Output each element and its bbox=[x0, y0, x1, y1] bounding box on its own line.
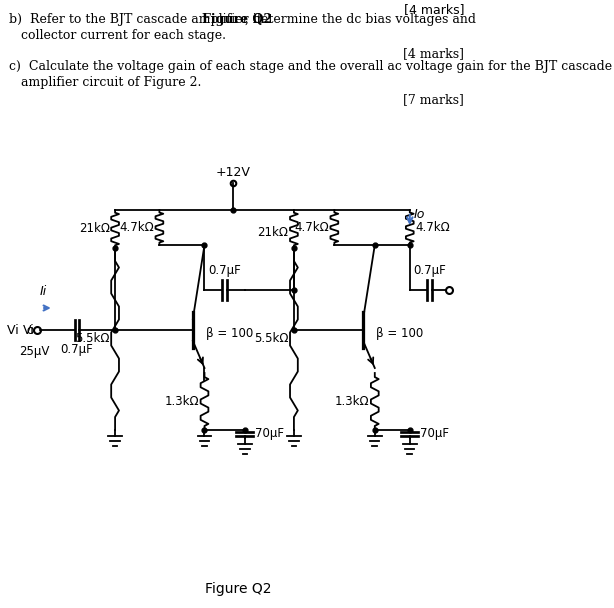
Text: b)  Refer to the BJT cascade amplifier in: b) Refer to the BJT cascade amplifier in bbox=[9, 13, 269, 26]
Text: 21kΩ: 21kΩ bbox=[257, 226, 289, 238]
Text: 4.7kΩ: 4.7kΩ bbox=[415, 221, 450, 234]
Text: 70μF: 70μF bbox=[420, 427, 449, 441]
Text: Vi  o: Vi o bbox=[7, 323, 34, 336]
Text: 25μV: 25μV bbox=[19, 345, 49, 358]
Text: +12V: +12V bbox=[216, 166, 251, 179]
Text: 1.3kΩ: 1.3kΩ bbox=[165, 395, 199, 408]
Text: Ii: Ii bbox=[40, 285, 47, 298]
Text: amplifier circuit of Figure 2.: amplifier circuit of Figure 2. bbox=[21, 76, 201, 89]
Text: 70μF: 70μF bbox=[255, 427, 284, 441]
Text: 5.5kΩ: 5.5kΩ bbox=[75, 333, 110, 345]
Text: 1.3kΩ: 1.3kΩ bbox=[335, 395, 370, 408]
Text: Vi: Vi bbox=[23, 323, 35, 336]
Text: 0.7μF: 0.7μF bbox=[208, 264, 241, 277]
Text: Figure Q2: Figure Q2 bbox=[206, 582, 272, 596]
Text: [4 marks]: [4 marks] bbox=[403, 47, 464, 60]
Text: β = 100: β = 100 bbox=[376, 328, 424, 340]
Text: Io: Io bbox=[414, 207, 425, 221]
Text: 5.5kΩ: 5.5kΩ bbox=[254, 333, 289, 345]
Text: , determine the dc bias voltages and: , determine the dc bias voltages and bbox=[245, 13, 476, 26]
Text: collector current for each stage.: collector current for each stage. bbox=[21, 29, 226, 42]
Text: [7 marks]: [7 marks] bbox=[403, 93, 464, 106]
Text: 21kΩ: 21kΩ bbox=[79, 223, 110, 235]
Text: 4.7kΩ: 4.7kΩ bbox=[119, 221, 154, 234]
Text: β = 100: β = 100 bbox=[206, 328, 254, 340]
Text: 0.7μF: 0.7μF bbox=[61, 343, 93, 356]
Text: 4.7kΩ: 4.7kΩ bbox=[294, 221, 329, 234]
Text: 0.7μF: 0.7μF bbox=[414, 264, 446, 277]
Text: Figure Q2: Figure Q2 bbox=[202, 13, 272, 26]
Text: [4 marks]: [4 marks] bbox=[404, 3, 464, 16]
Text: c)  Calculate the voltage gain of each stage and the overall ac voltage gain for: c) Calculate the voltage gain of each st… bbox=[9, 60, 612, 73]
